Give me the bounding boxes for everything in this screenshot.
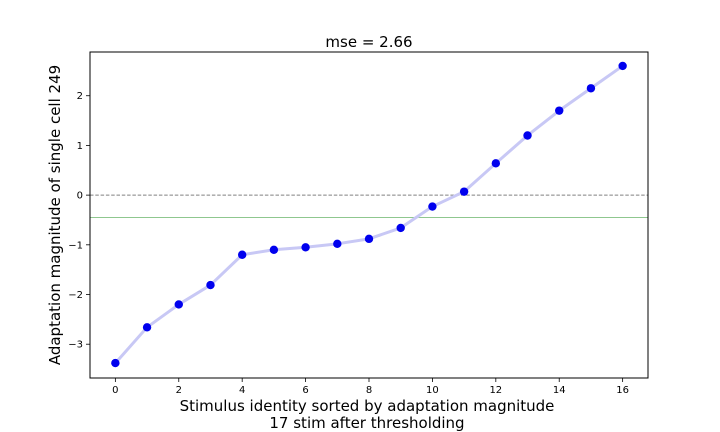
y-tick-label: 2 <box>77 91 83 102</box>
x-tick-label: 8 <box>366 385 372 396</box>
data-point <box>111 358 120 368</box>
data-point <box>301 243 310 252</box>
y-tick-label: 0 <box>77 191 83 202</box>
y-tick-label: −2 <box>68 290 83 301</box>
reference-lines <box>90 194 648 218</box>
x-axis: 0 2 4 6 8 10 12 14 16 <box>112 378 629 396</box>
data-point <box>428 202 437 211</box>
data-point <box>523 131 532 140</box>
x-axis-sublabel: 17 stim after thresholding <box>269 414 464 432</box>
x-tick-label: 16 <box>616 385 629 396</box>
data-point <box>491 159 501 168</box>
data-point <box>333 239 342 249</box>
x-tick-label: 10 <box>426 385 439 396</box>
data-point <box>269 245 279 254</box>
x-axis-label: Stimulus identity sorted by adaptation m… <box>180 397 555 415</box>
data-point <box>555 106 564 115</box>
x-tick-label: 14 <box>553 385 566 396</box>
x-tick-label: 12 <box>489 385 502 396</box>
y-tick-label: −3 <box>68 340 83 351</box>
y-tick-label: −1 <box>68 240 83 251</box>
data-point <box>364 234 374 244</box>
data-point <box>459 187 469 196</box>
chart-title: mse = 2.66 <box>325 33 412 51</box>
x-tick-label: 0 <box>112 385 118 396</box>
series-layer <box>111 61 627 368</box>
y-axis: −3 −2 −1 0 1 2 <box>68 91 90 351</box>
y-axis-label: Adaptation magnitude of single cell 249 <box>46 65 64 365</box>
x-tick-label: 2 <box>176 385 182 396</box>
x-tick-label: 4 <box>239 385 245 396</box>
data-point <box>618 61 627 71</box>
x-tick-label: 6 <box>302 385 308 396</box>
data-point <box>396 223 405 233</box>
data-point <box>206 280 215 290</box>
data-point <box>142 323 152 332</box>
data-point <box>237 250 247 259</box>
y-tick-label: 1 <box>77 141 83 152</box>
data-point <box>586 84 596 93</box>
data-point <box>174 300 183 309</box>
